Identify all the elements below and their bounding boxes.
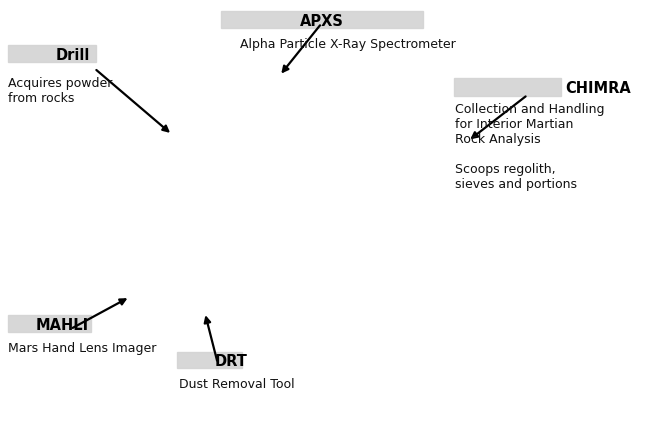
Text: Drill: Drill [55,48,90,63]
Text: Mars Hand Lens Imager: Mars Hand Lens Imager [8,342,157,355]
Text: DRT: DRT [214,354,248,369]
Text: CHIMRA: CHIMRA [566,81,631,96]
Text: Alpha Particle X-Ray Spectrometer: Alpha Particle X-Ray Spectrometer [240,38,456,51]
Text: Collection and Handling
for Interior Martian
Rock Analysis

Scoops regolith,
sie: Collection and Handling for Interior Mar… [455,103,604,191]
FancyBboxPatch shape [177,352,242,368]
Text: Acquires powder
from rocks: Acquires powder from rocks [8,77,113,105]
Text: APXS: APXS [300,13,344,29]
FancyBboxPatch shape [454,78,561,96]
FancyBboxPatch shape [8,45,96,62]
Text: MAHLI: MAHLI [36,317,89,333]
FancyBboxPatch shape [8,315,91,332]
FancyBboxPatch shape [221,11,422,28]
Text: Dust Removal Tool: Dust Removal Tool [179,378,294,391]
